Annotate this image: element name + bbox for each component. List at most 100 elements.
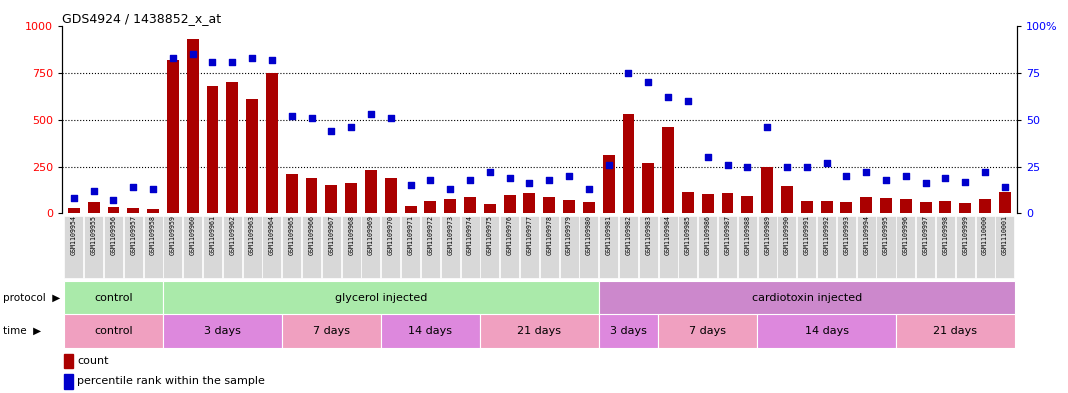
Bar	[940, 201, 952, 213]
Point	[184, 51, 201, 57]
Text: time  ▶: time ▶	[3, 326, 42, 336]
Bar	[68, 208, 80, 213]
Point	[283, 113, 300, 119]
Bar	[384, 178, 396, 213]
Point	[917, 180, 934, 187]
FancyBboxPatch shape	[837, 216, 855, 278]
Bar	[602, 155, 614, 213]
FancyBboxPatch shape	[757, 216, 776, 278]
Text: GSM1109999: GSM1109999	[962, 215, 969, 255]
Point	[85, 188, 103, 194]
Point	[422, 176, 439, 183]
FancyBboxPatch shape	[599, 216, 618, 278]
Point	[303, 115, 320, 121]
FancyBboxPatch shape	[738, 216, 757, 278]
FancyBboxPatch shape	[658, 314, 757, 348]
Text: GSM1109967: GSM1109967	[328, 215, 334, 255]
Point	[521, 180, 538, 187]
Bar	[246, 99, 258, 213]
Point	[897, 173, 914, 179]
Text: GSM1109962: GSM1109962	[230, 215, 235, 255]
Text: GSM1109976: GSM1109976	[506, 215, 513, 255]
Text: GSM1109978: GSM1109978	[546, 215, 552, 255]
FancyBboxPatch shape	[936, 216, 955, 278]
Point	[382, 115, 399, 121]
Bar	[424, 201, 437, 213]
Text: GSM1109993: GSM1109993	[844, 215, 849, 255]
Point	[837, 173, 854, 179]
FancyBboxPatch shape	[143, 216, 162, 278]
FancyBboxPatch shape	[64, 281, 163, 314]
FancyBboxPatch shape	[381, 314, 480, 348]
FancyBboxPatch shape	[64, 216, 83, 278]
Bar	[345, 184, 357, 213]
Point	[244, 55, 261, 61]
Text: GSM1109981: GSM1109981	[606, 215, 612, 255]
Point	[125, 184, 142, 190]
FancyBboxPatch shape	[500, 216, 519, 278]
Bar	[88, 202, 99, 213]
FancyBboxPatch shape	[242, 216, 262, 278]
Bar	[405, 206, 417, 213]
FancyBboxPatch shape	[817, 216, 836, 278]
Point	[540, 176, 557, 183]
FancyBboxPatch shape	[619, 216, 638, 278]
Text: GSM1109975: GSM1109975	[487, 215, 492, 255]
Bar	[504, 195, 516, 213]
Text: count: count	[77, 356, 108, 366]
Bar	[266, 73, 278, 213]
Point	[580, 186, 597, 192]
Bar	[880, 198, 892, 213]
Text: GSM1109995: GSM1109995	[883, 215, 889, 255]
Text: GSM1109984: GSM1109984	[665, 215, 671, 255]
Text: 3 days: 3 days	[610, 326, 647, 336]
Text: GSM1109997: GSM1109997	[923, 215, 928, 255]
FancyBboxPatch shape	[163, 281, 599, 314]
Bar	[206, 86, 219, 213]
FancyBboxPatch shape	[282, 216, 301, 278]
Text: GSM1109968: GSM1109968	[348, 215, 355, 255]
FancyBboxPatch shape	[995, 216, 1015, 278]
Point	[561, 173, 578, 179]
FancyBboxPatch shape	[163, 216, 183, 278]
Text: GSM1109964: GSM1109964	[269, 215, 274, 255]
FancyBboxPatch shape	[778, 216, 797, 278]
FancyBboxPatch shape	[718, 216, 737, 278]
FancyBboxPatch shape	[460, 216, 480, 278]
Point	[362, 111, 379, 117]
Text: glycerol injected: glycerol injected	[334, 292, 427, 303]
FancyBboxPatch shape	[184, 216, 202, 278]
Text: GSM1109966: GSM1109966	[309, 215, 315, 255]
Bar	[920, 202, 931, 213]
Text: GSM1109971: GSM1109971	[408, 215, 413, 255]
FancyBboxPatch shape	[441, 216, 459, 278]
Point	[600, 162, 617, 168]
FancyBboxPatch shape	[698, 216, 718, 278]
FancyBboxPatch shape	[124, 216, 143, 278]
Bar	[801, 201, 813, 213]
Text: GDS4924 / 1438852_x_at: GDS4924 / 1438852_x_at	[62, 12, 221, 25]
Text: GSM1109992: GSM1109992	[823, 215, 830, 255]
Point	[957, 178, 974, 185]
Point	[739, 163, 756, 170]
Text: GSM1109973: GSM1109973	[447, 215, 453, 255]
Bar	[305, 178, 317, 213]
Point	[482, 169, 499, 175]
Point	[818, 160, 835, 166]
Point	[164, 55, 182, 61]
Bar	[226, 83, 238, 213]
Point	[937, 174, 954, 181]
FancyBboxPatch shape	[797, 216, 816, 278]
Bar	[900, 199, 912, 213]
FancyBboxPatch shape	[302, 216, 321, 278]
Point	[619, 70, 637, 76]
Text: GSM1109954: GSM1109954	[70, 215, 77, 255]
Bar	[623, 114, 634, 213]
FancyBboxPatch shape	[321, 216, 341, 278]
Bar	[702, 194, 713, 213]
FancyBboxPatch shape	[84, 216, 104, 278]
Point	[878, 176, 895, 183]
Bar	[841, 202, 852, 213]
Bar	[999, 192, 1010, 213]
Bar	[979, 199, 991, 213]
